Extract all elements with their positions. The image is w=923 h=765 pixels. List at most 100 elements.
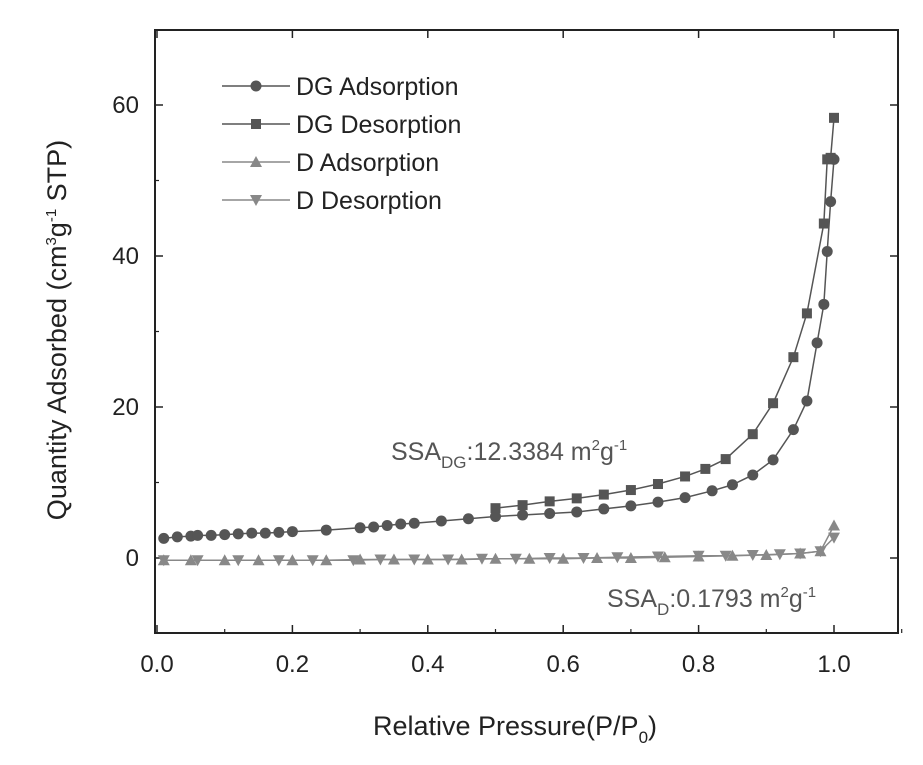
data-point-square [652, 479, 663, 490]
data-point-square [598, 489, 609, 500]
data-point-circle [219, 529, 231, 541]
x-axis-title: Relative Pressure(P/P0) [373, 711, 657, 747]
data-point-circle [435, 515, 447, 527]
data-point-circle [320, 524, 332, 536]
data-point-circle [246, 527, 258, 539]
y-tick-label: 20 [112, 394, 139, 421]
data-point-circle [726, 479, 738, 491]
legend-marker-triangle-down [250, 195, 262, 206]
data-point-circle [462, 513, 474, 525]
data-point-circle [747, 469, 759, 481]
data-point-circle [158, 532, 170, 544]
data-point-circle [821, 245, 833, 257]
data-point-triangle-down [232, 555, 245, 567]
data-point-circle [381, 520, 393, 532]
legend-label-dg-desorption: DG Desorption [296, 111, 461, 139]
y-tick-label: 60 [112, 92, 139, 119]
series-dg-adsorption [158, 153, 840, 544]
data-point-circle [706, 485, 718, 497]
x-tick-label: 0.6 [547, 651, 580, 678]
data-point-square [801, 308, 812, 319]
data-point-circle [259, 527, 271, 539]
data-point-triangle-down [191, 555, 204, 567]
data-point-square [700, 463, 711, 474]
data-point-circle [825, 196, 837, 208]
y-tick-label: 40 [112, 243, 139, 270]
series-d-desorption [157, 532, 840, 567]
data-point-square [720, 454, 731, 465]
data-point-circle [811, 337, 823, 349]
data-point-square [788, 352, 799, 363]
data-point-circle [171, 531, 183, 543]
legend-label-dg-adsorption: DG Adsorption [296, 73, 459, 101]
y-axis-title: Quantity Adsorbed (cm3g-1 STP) [42, 140, 72, 520]
annotation-ssa-dg: SSADG:12.3384 m2g-1 [391, 437, 627, 472]
x-tick-label: 0.0 [140, 651, 173, 678]
data-point-triangle-down [509, 553, 522, 565]
legend-item-d-adsorption: D Adsorption [222, 149, 439, 177]
series-layer [157, 112, 840, 567]
data-point-triangle-down [157, 555, 170, 567]
data-point-triangle-down [719, 550, 732, 562]
data-point-triangle-down [577, 553, 590, 564]
data-point-square [490, 503, 501, 514]
legend-marker-circle [250, 80, 262, 92]
legend: DG Adsorption DG Desorption D Adsorption… [222, 73, 461, 215]
data-point-circle [273, 526, 285, 538]
data-point-triangle-down [475, 553, 488, 565]
y-axis-ticks: 0 20 40 60 [112, 92, 898, 572]
data-point-triangle-down [347, 555, 360, 567]
data-point-triangle-down [828, 532, 840, 544]
legend-label-d-desorption: D Desorption [296, 187, 442, 215]
data-point-triangle-down [773, 549, 786, 561]
data-point-circle [767, 454, 779, 466]
data-point-square [822, 154, 833, 165]
legend-item-dg-adsorption: DG Adsorption [222, 73, 459, 101]
series-dg-desorption [490, 112, 839, 514]
legend-marker-triangle-up [250, 156, 262, 167]
data-point-circle [408, 517, 420, 529]
data-point-square [571, 493, 582, 504]
data-point-square [829, 112, 839, 123]
data-point-triangle-up [354, 553, 367, 565]
data-point-circle [192, 529, 204, 541]
data-point-circle [787, 424, 799, 436]
y-tick-label: 0 [126, 545, 139, 572]
data-point-square [747, 429, 758, 440]
data-point-triangle-up [828, 519, 840, 531]
data-point-square [768, 398, 779, 409]
data-point-circle [598, 503, 610, 515]
data-point-triangle-down [408, 554, 421, 566]
data-point-circle [625, 500, 637, 512]
data-point-square [625, 485, 636, 496]
data-point-circle [679, 492, 691, 504]
data-point-circle [232, 528, 244, 540]
data-point-triangle-down [272, 555, 285, 567]
data-point-square [818, 218, 829, 229]
x-axis-ticks: 0.0 0.2 0.4 0.6 0.8 1.0 [140, 30, 903, 678]
data-point-triangle-down [306, 555, 319, 567]
data-point-circle [801, 395, 813, 407]
data-point-circle [818, 298, 830, 310]
legend-item-d-desorption: D Desorption [222, 187, 442, 215]
x-tick-label: 0.4 [411, 651, 444, 678]
x-tick-label: 1.0 [817, 651, 850, 678]
data-point-circle [286, 526, 298, 538]
data-point-triangle-down [651, 551, 664, 563]
data-point-circle [571, 506, 583, 518]
data-point-square [544, 496, 555, 507]
data-point-triangle-down [611, 552, 624, 564]
data-point-circle [395, 518, 407, 530]
data-point-triangle-down [692, 550, 705, 562]
data-point-circle [205, 529, 217, 541]
data-point-triangle-down [746, 549, 759, 561]
plot-frame [154, 29, 899, 634]
legend-item-dg-desorption: DG Desorption [222, 111, 461, 139]
data-point-triangle-down [814, 546, 827, 558]
data-point-circle [490, 510, 501, 522]
data-point-circle [517, 509, 529, 521]
data-point-circle [354, 522, 366, 534]
legend-marker-square [251, 119, 261, 129]
data-point-square [517, 500, 528, 511]
